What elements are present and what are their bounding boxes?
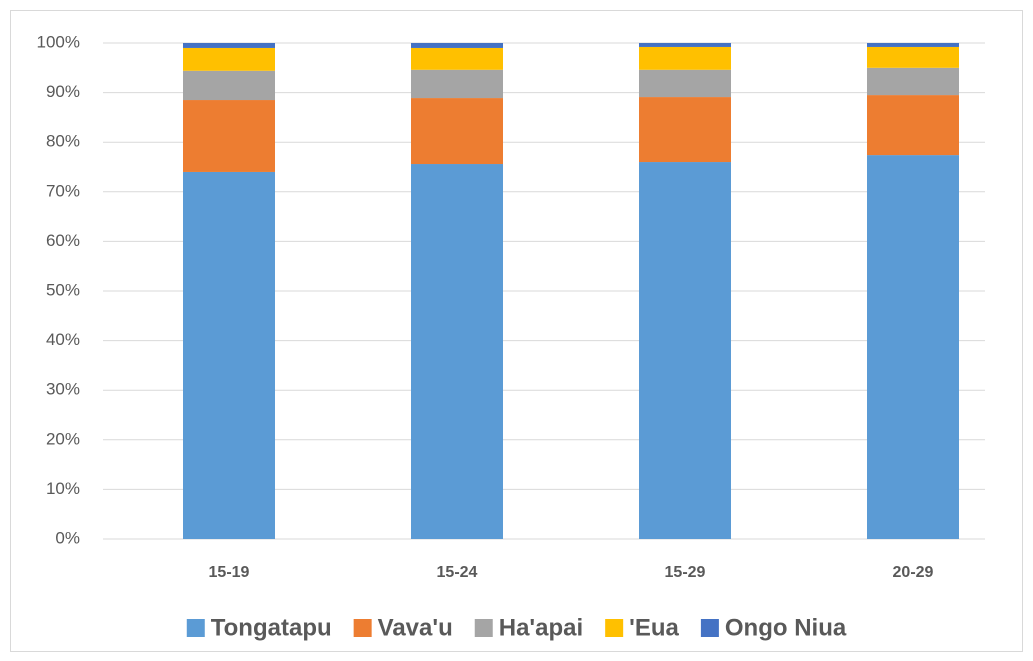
y-tick-label: 20% [46, 429, 80, 448]
bar-segment [639, 97, 731, 163]
y-tick-label: 0% [55, 528, 80, 547]
bar-segment [411, 69, 503, 99]
bar-segment [183, 43, 275, 48]
y-tick-label: 70% [46, 181, 80, 200]
bar-segment [867, 155, 959, 539]
bar-segment [867, 67, 959, 96]
legend-label: Ha'apai [499, 614, 583, 641]
bar-segment [183, 100, 275, 172]
legend-swatch [474, 619, 493, 637]
y-tick-label: 10% [46, 479, 80, 498]
bar-segment [639, 162, 731, 540]
x-tick-label: 20-29 [893, 564, 934, 581]
y-tick-label: 40% [46, 330, 80, 349]
legend-label: Ongo Niua [725, 614, 847, 641]
y-tick-label: 50% [46, 280, 80, 299]
legend-swatch [186, 619, 205, 637]
y-tick-label: 100% [37, 32, 80, 51]
bar-segment [411, 98, 503, 165]
bar-segment [867, 95, 959, 156]
legend-label: 'Eua [629, 614, 679, 641]
x-tick-label: 15-19 [209, 564, 250, 581]
bar-segment [183, 47, 275, 71]
x-tick-label: 15-29 [665, 564, 706, 581]
bar-segment [183, 171, 275, 539]
y-tick-label: 80% [46, 132, 80, 151]
legend-swatch [700, 619, 719, 637]
bar-segment [639, 43, 731, 47]
legend-label: Tongatapu [211, 614, 332, 641]
bar-segment [183, 70, 275, 101]
legend-swatch [353, 619, 372, 637]
legend-label: Vava'u [378, 614, 453, 641]
chart-border [10, 10, 1023, 652]
bar-segment [411, 43, 503, 48]
y-tick-label: 90% [46, 82, 80, 101]
bar-segment [867, 43, 959, 47]
legend-swatch [605, 619, 624, 637]
y-tick-label: 30% [46, 380, 80, 399]
bar-segment [411, 47, 503, 70]
bar-segment [867, 46, 959, 68]
bar-segment [411, 164, 503, 540]
x-tick-label: 15-24 [437, 564, 478, 581]
bar-segment [639, 46, 731, 70]
y-tick-label: 60% [46, 231, 80, 250]
bar-segment [639, 69, 731, 98]
